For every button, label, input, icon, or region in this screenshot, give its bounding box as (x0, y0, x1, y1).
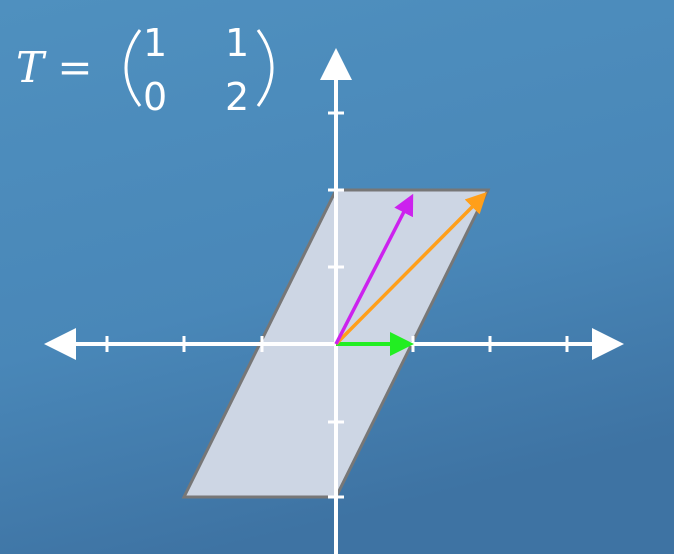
paren-right (256, 29, 274, 107)
matrix-entry: 2 (225, 75, 249, 119)
formula-lhs: T = (16, 43, 93, 92)
paren-left (124, 29, 142, 107)
matrix-entry: 1 (225, 21, 249, 65)
vector-magenta (334, 193, 414, 345)
vector-orange (334, 192, 487, 346)
matrix-entry: 0 (143, 75, 167, 119)
matrix-entry: 1 (143, 21, 167, 65)
